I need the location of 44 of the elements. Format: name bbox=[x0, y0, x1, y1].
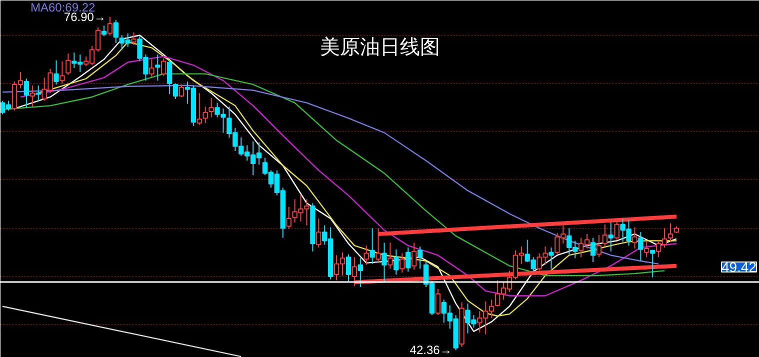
candlestick bbox=[66, 53, 71, 76]
candlestick bbox=[316, 218, 322, 248]
candlestick bbox=[596, 234, 602, 258]
candlestick bbox=[178, 84, 184, 98]
candlestick bbox=[30, 84, 35, 108]
candlestick bbox=[113, 19, 118, 44]
candlestick bbox=[358, 258, 363, 288]
candlestick bbox=[400, 252, 405, 274]
candlestick bbox=[382, 242, 387, 282]
candlestick bbox=[208, 97, 214, 118]
candlestick bbox=[131, 32, 136, 46]
candlestick bbox=[166, 60, 172, 95]
candlestick bbox=[394, 248, 399, 276]
candlestick bbox=[608, 222, 614, 252]
candlestick bbox=[101, 25, 107, 37]
text: 美原油日线图 bbox=[320, 34, 440, 58]
candlestick bbox=[196, 92, 202, 126]
annotation: 42.36→ bbox=[410, 343, 452, 357]
candlestick bbox=[632, 226, 638, 249]
candlestick bbox=[590, 237, 596, 262]
candlestick bbox=[346, 254, 352, 282]
candlestick bbox=[644, 241, 650, 258]
candlestick bbox=[435, 288, 441, 316]
candlestick bbox=[161, 58, 166, 76]
candlestick bbox=[24, 78, 30, 108]
candlestick bbox=[202, 106, 208, 124]
candlestick bbox=[149, 58, 154, 78]
candlestick bbox=[388, 242, 393, 270]
candlestick bbox=[638, 232, 644, 262]
candlestick bbox=[370, 228, 375, 264]
candlestick bbox=[650, 250, 656, 278]
candlestick bbox=[548, 247, 554, 270]
candlestick bbox=[107, 16, 113, 36]
candlestick bbox=[668, 222, 674, 242]
candlestick bbox=[36, 84, 41, 102]
candlestick bbox=[286, 206, 292, 230]
candlestick bbox=[411, 242, 417, 270]
candlestick bbox=[406, 247, 411, 272]
candlestick bbox=[172, 82, 178, 100]
candlestick bbox=[155, 54, 160, 82]
candlestick bbox=[417, 246, 423, 270]
candlestick bbox=[60, 60, 65, 84]
candlestick bbox=[364, 245, 369, 266]
candlestick bbox=[54, 60, 59, 85]
